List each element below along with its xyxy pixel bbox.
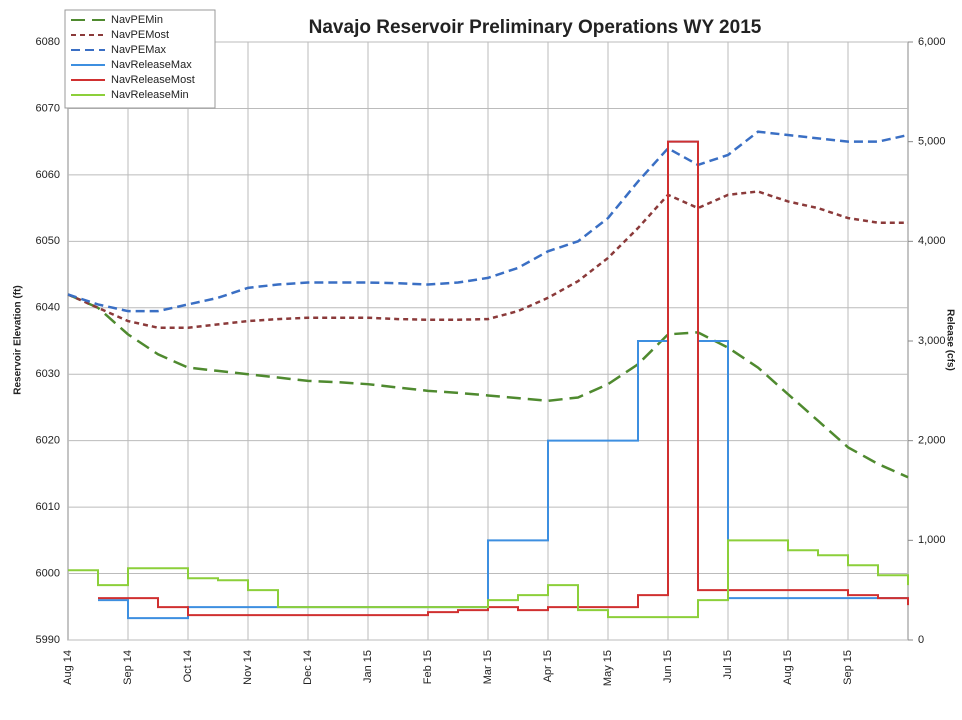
legend-label: NavPEMost bbox=[111, 29, 169, 41]
x-tick-label: Dec 14 bbox=[302, 650, 314, 685]
series-line bbox=[67, 190, 908, 329]
x-tick-label: Nov 14 bbox=[242, 650, 254, 685]
series-line bbox=[98, 140, 909, 617]
x-tick-label: Sep 14 bbox=[122, 650, 134, 685]
y-tick-label: 6070 bbox=[36, 102, 60, 114]
y2-tick-label: 1,000 bbox=[918, 534, 946, 546]
series-line bbox=[68, 539, 909, 619]
legend-box bbox=[64, 9, 216, 109]
x-tick-label: Jul 15 bbox=[722, 650, 734, 679]
y2-tick-label: 3,000 bbox=[918, 335, 946, 347]
y-tick-label: 6020 bbox=[36, 435, 60, 447]
y-tick-label: 6040 bbox=[36, 302, 60, 314]
legend-label: NavPEMin bbox=[111, 14, 163, 26]
x-tick-label: Oct 14 bbox=[182, 650, 194, 682]
series-line bbox=[67, 130, 909, 313]
y2-tick-label: 4,000 bbox=[918, 235, 946, 247]
series-line bbox=[67, 293, 909, 479]
y2-tick-label: 2,000 bbox=[918, 435, 946, 447]
legend-label: NavPEMax bbox=[111, 44, 167, 56]
x-tick-label: Aug 14 bbox=[62, 650, 74, 685]
y-axis-label: Reservoir Elevation (ft) bbox=[13, 285, 24, 394]
series-line bbox=[98, 140, 908, 620]
y2-axis-label: Release (cfs) bbox=[944, 309, 955, 371]
legend-label: NavReleaseMost bbox=[111, 74, 195, 86]
y-tick-label: 6010 bbox=[36, 501, 60, 513]
y-tick-label: 6030 bbox=[36, 368, 60, 380]
y-tick-label: 6060 bbox=[36, 169, 60, 181]
y-tick-label: 6050 bbox=[36, 235, 60, 247]
y-tick-label: 6000 bbox=[36, 567, 60, 579]
y-tick-label: 5990 bbox=[36, 634, 60, 646]
y2-tick-label: 5,000 bbox=[918, 136, 946, 148]
x-tick-label: Jan 15 bbox=[362, 650, 374, 683]
x-tick-label: Jun 15 bbox=[662, 650, 674, 683]
x-tick-label: Aug 15 bbox=[782, 650, 794, 685]
legend-label: NavReleaseMin bbox=[111, 89, 189, 101]
x-tick-label: Feb 15 bbox=[422, 650, 434, 684]
x-tick-label: Apr 15 bbox=[542, 650, 554, 682]
x-tick-label: Mar 15 bbox=[482, 650, 494, 684]
y-tick-label: 6080 bbox=[36, 36, 60, 48]
legend-label: NavReleaseMax bbox=[111, 59, 192, 71]
chart-title: Navajo Reservoir Preliminary Operations … bbox=[309, 17, 762, 38]
x-tick-label: May 15 bbox=[602, 650, 614, 686]
y2-tick-label: 6,000 bbox=[918, 36, 946, 48]
x-tick-label: Sep 15 bbox=[842, 650, 854, 685]
y2-tick-label: 0 bbox=[918, 634, 924, 646]
